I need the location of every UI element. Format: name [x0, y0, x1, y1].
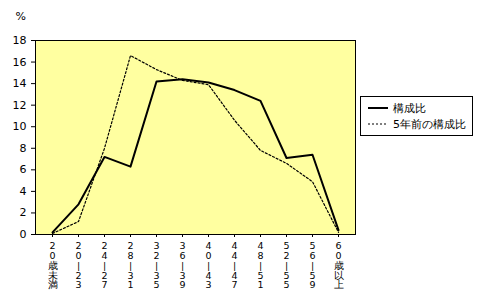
svg-text:12: 12	[13, 99, 27, 112]
svg-text:2: 2	[20, 206, 27, 219]
html-text:構成比: 構成比	[393, 101, 426, 115]
svg-text:36|39: 36|39	[179, 240, 185, 291]
svg-text:52|55: 52|55	[283, 240, 289, 291]
svg-text:48|51: 48|51	[257, 240, 263, 291]
svg-text:32|35: 32|35	[153, 240, 159, 291]
svg-text:20|23: 20|23	[75, 240, 81, 291]
svg-text:56|59: 56|59	[309, 240, 315, 291]
svg-text:16: 16	[13, 56, 27, 69]
svg-text:20歳未満: 20歳未満	[48, 240, 58, 291]
svg-text:44|47: 44|47	[231, 240, 237, 291]
svg-text:8: 8	[20, 142, 27, 155]
svg-text:6: 6	[20, 163, 27, 176]
svg-text:28|31: 28|31	[127, 240, 133, 291]
svg-text:14: 14	[13, 77, 27, 90]
svg-text:18: 18	[13, 34, 27, 47]
svg-text:0: 0	[20, 228, 27, 241]
svg-text:60歳以上: 60歳以上	[334, 240, 344, 291]
svg-text:4: 4	[20, 185, 27, 198]
svg-text:%: %	[16, 10, 26, 23]
svg-text:40|43: 40|43	[205, 240, 211, 291]
svg-text:10: 10	[13, 120, 27, 133]
svg-text:24|27: 24|27	[101, 240, 107, 291]
html-text:5年前の構成比: 5年前の構成比	[393, 117, 466, 131]
